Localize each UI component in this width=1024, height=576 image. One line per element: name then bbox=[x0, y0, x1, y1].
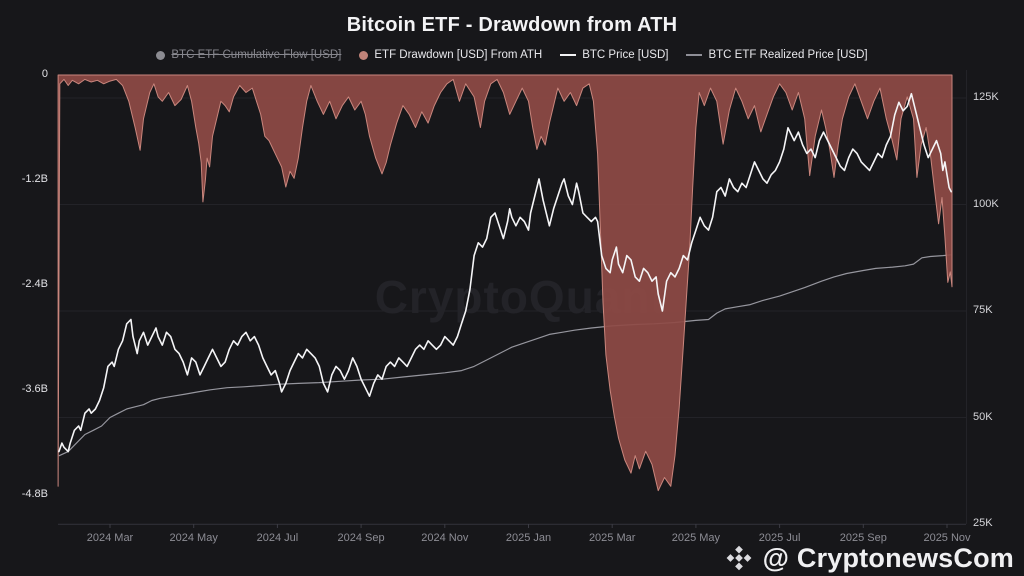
chart-title: Bitcoin ETF - Drawdown from ATH bbox=[346, 14, 678, 36]
chart-legend: BTC ETF Cumulative Flow [USD] ETF Drawdo… bbox=[0, 49, 1024, 61]
circle-marker-icon bbox=[156, 50, 166, 60]
x-axis-tick-label: 2025 Mar bbox=[588, 532, 636, 544]
brand-watermark: @ CryptonewsCom bbox=[723, 542, 1014, 574]
y-axis-tick-label: -2.4B bbox=[21, 278, 48, 290]
x-axis-tick-label: 2025 Jan bbox=[505, 532, 552, 544]
x-axis-tick-label: 2025 May bbox=[671, 532, 721, 544]
brand-watermark-text: @ CryptonewsCom bbox=[762, 542, 1014, 573]
line-marker-icon bbox=[686, 54, 703, 56]
legend-label: BTC Price [USD] bbox=[582, 49, 669, 61]
binance-diamond-icon bbox=[726, 545, 752, 571]
line-marker-icon bbox=[560, 54, 577, 56]
x-axis-tick-label: 2025 Sep bbox=[839, 532, 887, 544]
x-axis-tick-label: 2025 Jul bbox=[758, 532, 801, 544]
y-axis-tick-label: 0 bbox=[41, 68, 48, 80]
y-axis-tick-label: -4.8B bbox=[21, 488, 48, 500]
legend-label: BTC ETF Realized Price [USD] bbox=[708, 49, 868, 61]
price-axis-tick-label: 50K bbox=[973, 410, 993, 423]
legend-item-realized-price[interactable]: BTC ETF Realized Price [USD] bbox=[686, 49, 868, 61]
price-axis-tick-label: 75K bbox=[973, 304, 993, 316]
x-axis-tick-label: 2024 Sep bbox=[337, 532, 385, 544]
x-axis-tick-label: 2024 Jul bbox=[256, 532, 299, 544]
legend-item-cumulative-flow[interactable]: BTC ETF Cumulative Flow [USD] bbox=[156, 49, 341, 61]
x-axis-tick-label: 2025 Nov bbox=[923, 532, 971, 544]
legend-item-etf-drawdown[interactable]: ETF Drawdown [USD] From ATH bbox=[359, 49, 542, 61]
x-axis-tick-label: 2024 Nov bbox=[421, 532, 469, 544]
x-axis-tick-label: 2024 May bbox=[169, 532, 218, 544]
x-axis-tick-label: 2024 Mar bbox=[86, 532, 134, 544]
price-axis-tick-label: 125K bbox=[973, 91, 999, 103]
legend-item-btc-price[interactable]: BTC Price [USD] bbox=[560, 49, 668, 61]
price-axis-tick-label: 25K bbox=[973, 517, 993, 529]
legend-label: BTC ETF Cumulative Flow [USD] bbox=[171, 49, 342, 61]
legend-label: ETF Drawdown [USD] From ATH bbox=[374, 49, 543, 61]
y-axis-tick-label: -1.2B bbox=[21, 173, 48, 185]
circle-marker-icon bbox=[359, 50, 369, 60]
price-axis-tick-label: 100K bbox=[973, 197, 999, 210]
y-axis-tick-label: -3.6B bbox=[21, 383, 48, 395]
